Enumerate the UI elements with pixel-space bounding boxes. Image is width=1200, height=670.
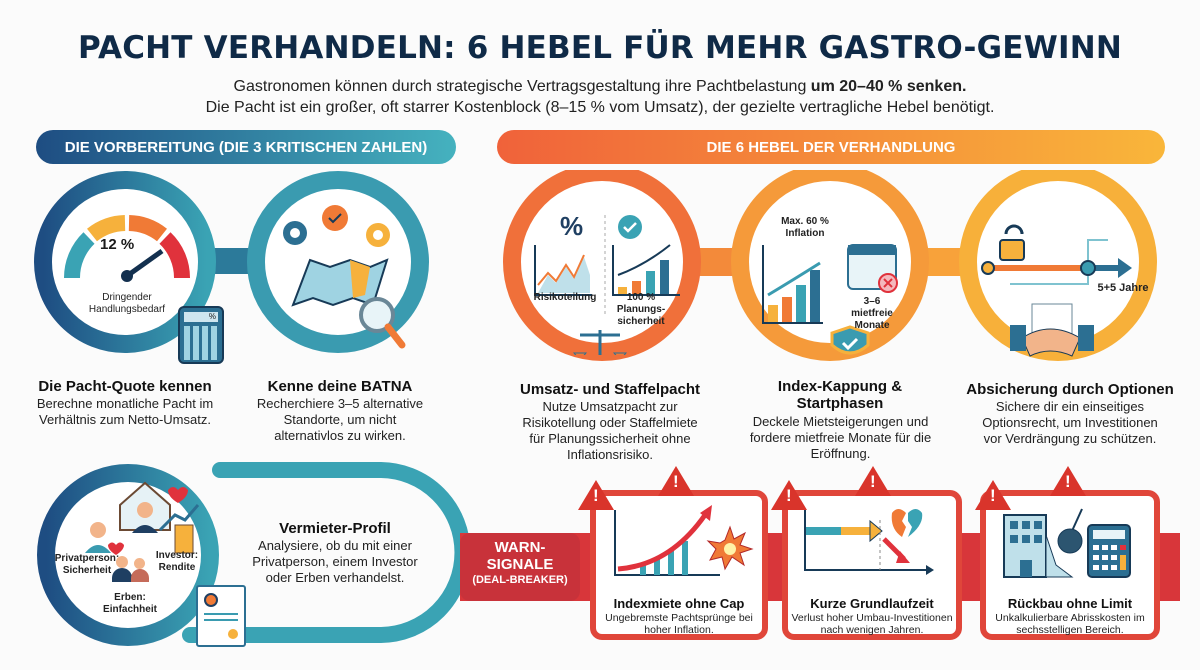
warning-1-description: Ungebremste Pachtsprünge bei hoher Infla… xyxy=(605,612,753,636)
label-investor: Investor: Rendite xyxy=(155,550,199,573)
lever-1-description: Nutze Umsatzpacht zur Risikotellung oder… xyxy=(522,399,698,462)
warning-2-title: Kurze Grundlaufzeit xyxy=(810,596,934,611)
prep-item-2-description: Recherchiere 3–5 alternative Standorte, … xyxy=(256,396,424,443)
warning-3-description: Unkalkulierbare Abrisskosten im sechsste… xyxy=(995,612,1145,636)
label-rent-free-months: 3–6 mietfreie Monate xyxy=(851,296,893,331)
prep-item-2-title: Kenne deine BATNA xyxy=(267,378,413,395)
preparation-banner: DIE VORBEREITUNG (DIE 3 KRITISCHEN ZAHLE… xyxy=(36,130,456,164)
gauge-icon xyxy=(63,215,191,282)
warning-2-description: Verlust hoher Umbau-Investitionen nach w… xyxy=(791,612,953,636)
subtitle-line1: Gastronomen können durch strategische Ve… xyxy=(233,78,811,95)
short-term-broken-heart-icon xyxy=(804,509,934,575)
page-title: PACHT VERHANDELN: 6 HEBEL FÜR MEHR GASTR… xyxy=(77,30,1123,66)
warning-icon: ! xyxy=(578,480,614,510)
heirs-icon xyxy=(112,556,152,586)
revenue-vs-stepped-rent-icon: % xyxy=(534,211,680,355)
label-planning-security: 100 % Planungs-sicherheit xyxy=(616,292,666,327)
label-option-years: 5+5 Jahre xyxy=(1097,282,1149,294)
label-private-landlord: Privatperson: Sicherheit xyxy=(54,553,120,576)
svg-text:%: % xyxy=(560,211,583,241)
warning-icon: ! xyxy=(658,466,694,496)
lever-1-title: Umsatz- und Staffelpacht xyxy=(519,381,700,398)
warning-1-title: Indexmiete ohne Cap xyxy=(613,596,745,611)
calculator-display: % xyxy=(184,312,218,322)
prep-item-1-title: Die Pacht-Quote kennen xyxy=(38,378,212,395)
warning-icon: ! xyxy=(855,466,891,496)
warning-icon: ! xyxy=(1050,466,1086,496)
subtitle-line2: Die Pacht ist ein großer, oft starrer Ko… xyxy=(205,99,995,116)
label-risk-sharing: Risikoteilung xyxy=(533,292,597,303)
people-icons xyxy=(85,481,200,555)
demolition-building-icon xyxy=(1003,508,1131,578)
prep-item-3-description: Analysiere, ob du mit einer Privatperson… xyxy=(252,538,418,585)
lever-2-description: Deckele Mietsteigerungen und fordere mie… xyxy=(749,414,932,461)
document-profile-icon xyxy=(196,585,246,647)
gauge-label: Dringender Handlungsbedarf xyxy=(88,292,166,315)
prep-item-3-title: Vermieter-Profil xyxy=(279,520,391,537)
page-subtitle: Gastronomen können durch strategische Ve… xyxy=(0,76,1200,118)
levers-banner: DIE 6 HEBEL DER VERHANDLUNG xyxy=(497,130,1165,164)
subtitle-highlight: um 20–40 % senken. xyxy=(810,78,967,95)
lever-3-title: Absicherung durch Optionen xyxy=(966,381,1174,398)
warning-label: WARN- SIGNALE (DEAL-BREAKER) xyxy=(460,533,580,601)
warning-icon: ! xyxy=(975,480,1011,510)
map-search-icon xyxy=(283,205,406,349)
preparation-rings-graphic xyxy=(34,171,429,353)
lever-3-description: Sichere dir ein einseitiges Optionsrecht… xyxy=(982,399,1158,446)
option-timeline-icon xyxy=(981,224,1132,357)
index-cap-chart-icon xyxy=(762,244,898,355)
label-heirs: Erben: Einfachheit xyxy=(103,592,157,615)
prep-item-1-description: Berechne monatliche Pacht im Verhältnis … xyxy=(36,396,214,427)
gauge-value: 12 % xyxy=(100,236,135,253)
warning-icon: ! xyxy=(771,480,807,510)
warning-3-title: Rückbau ohne Limit xyxy=(1007,596,1133,611)
label-max-inflation: Max. 60 % Inflation xyxy=(781,216,829,239)
exploding-rent-chart-icon xyxy=(614,505,754,576)
calculator-icon: % xyxy=(178,306,224,364)
lever-2-title: Index-Kappung & Startphasen xyxy=(777,378,903,412)
